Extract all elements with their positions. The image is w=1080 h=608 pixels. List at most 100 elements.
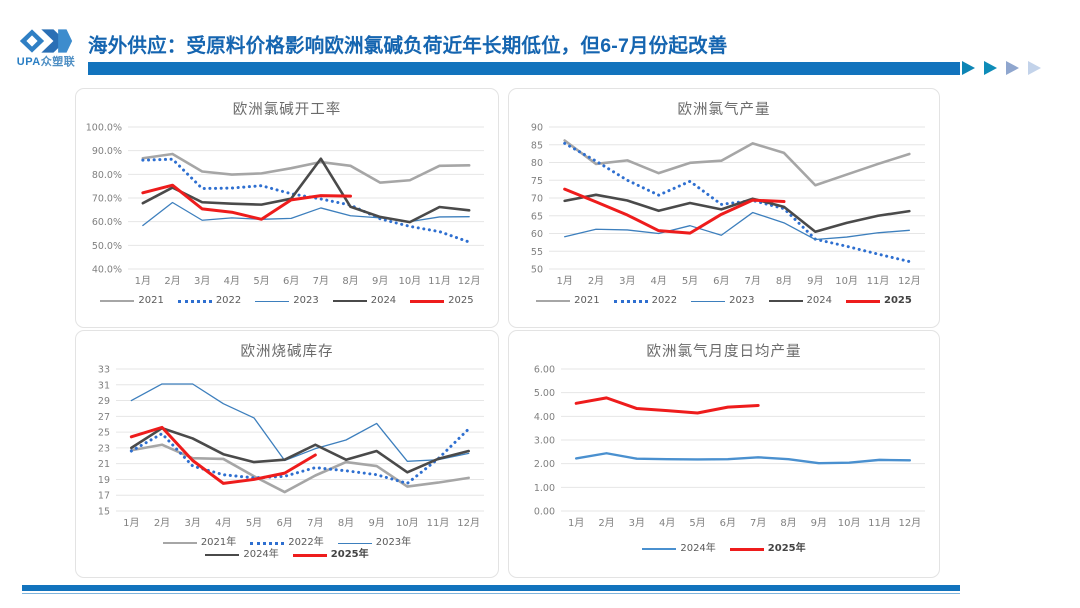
x-axis-tick-label: 7月 — [307, 517, 323, 529]
legend-label: 2021 — [574, 295, 600, 306]
y-axis-tick-label: 21 — [98, 459, 110, 470]
y-axis-tick-label: 17 — [98, 491, 110, 502]
legend-swatch-icon — [410, 299, 445, 303]
legend-item-2024[interactable]: 2024 — [332, 295, 397, 307]
y-axis-tick-label: 90.0% — [92, 146, 122, 157]
chevron-right-icon-2 — [984, 61, 997, 75]
legend-label: 2023年 — [375, 537, 412, 548]
series-line-2024 — [141, 157, 471, 224]
legend-item-2025[interactable]: 2025 — [410, 295, 474, 307]
y-axis-tick-label: 50.0% — [92, 241, 122, 252]
legend-label: 2022年 — [288, 537, 324, 548]
legend-item-2022[interactable]: 2022 — [613, 295, 678, 307]
x-axis-tick-label: 11月 — [867, 275, 890, 287]
legend-swatch-icon — [205, 554, 240, 556]
legend-swatch-icon — [292, 553, 327, 557]
x-axis-tick-label: 1月 — [135, 275, 151, 287]
legend-item-2021[interactable]: 2021 — [100, 295, 164, 307]
y-axis-tick-label: 100.0% — [86, 123, 122, 134]
page-title: 海外供应：受原料价格影响欧洲氯碱负荷近年长期低位，但6-7月份起改善 — [88, 35, 728, 57]
series-line-2022年 — [129, 427, 471, 485]
x-axis-tick-label: 2月 — [164, 275, 180, 287]
chart-card-chlorine-output[interactable]: 欧洲氯气产量 90 85 80 75 70 65 60 55 50 1月 2月 3月 4月 5月 6月 7月 8月… — [508, 88, 940, 328]
legend-label: 2025年 — [330, 549, 369, 560]
y-axis-tick-label: 70.0% — [92, 194, 122, 205]
logo: UPA众塑联 — [10, 26, 82, 74]
legend-label: 2023 — [293, 295, 319, 306]
legend-swatch-icon — [729, 547, 764, 551]
legend-swatch-icon — [691, 300, 726, 302]
logo-text-sub: 众塑联 — [40, 56, 76, 68]
legend-item-2023[interactable]: 2023 — [255, 295, 319, 307]
y-axis-tick-label: 1.00 — [534, 483, 555, 494]
chevron-right-icon-4 — [1028, 61, 1041, 75]
x-axis-tick-label: 7月 — [744, 275, 760, 287]
y-axis-tick-label: 50 — [531, 265, 543, 276]
legend-item-2024[interactable]: 2024 — [768, 295, 832, 307]
y-axis-tick-label: 75 — [531, 176, 543, 187]
legend-swatch-icon — [332, 300, 367, 302]
x-axis-tick-label: 6月 — [720, 517, 736, 529]
x-axis-tick-label: 12月 — [898, 275, 921, 287]
legend-swatch-icon — [162, 542, 197, 544]
chart-plot-area: 6.00 5.00 4.00 3.00 2.00 1.00 0.00 1月 2月 3月 4月 5月 6月… — [509, 361, 939, 537]
chart-card-daily-average-output[interactable]: 欧洲氯气月度日均产量 6.00 5.00 4.00 3.00 2.00 1.00 0.00 1月… — [508, 330, 940, 578]
y-axis-tick-label: 33 — [98, 365, 110, 376]
y-axis-tick-label: 25 — [98, 428, 110, 439]
chart-plot-area: 90 85 80 75 70 65 60 55 50 1月 2月 3月 4月 5月 6月 7月 8月 9月 10月 1… — [509, 119, 939, 295]
x-axis-tick-label: 5月 — [246, 517, 262, 529]
x-axis-tick-label: 11月 — [427, 517, 450, 529]
legend-swatch-icon — [177, 299, 212, 303]
legend-item-2024年[interactable]: 2024年 — [642, 543, 716, 555]
legend-label: 2024 — [370, 295, 397, 306]
legend-label: 2023 — [729, 295, 755, 306]
x-axis-tick-label: 12月 — [457, 517, 480, 529]
x-axis-tick-label: 7月 — [750, 517, 766, 529]
series-line-2021 — [563, 139, 911, 187]
x-axis-tick-label: 3月 — [184, 517, 200, 529]
legend-item-2021年[interactable]: 2021年 — [162, 537, 237, 549]
x-axis-tick-label: 9月 — [368, 517, 384, 529]
chart-title: 欧洲氯碱开工率 — [232, 102, 342, 118]
y-axis-tick-label: 29 — [98, 396, 110, 407]
x-axis-tick-label: 6月 — [283, 275, 299, 287]
legend-item-2025年[interactable]: 2025年 — [292, 549, 369, 561]
footer-accent-bar — [22, 585, 960, 591]
x-axis-tick-label: 5月 — [682, 275, 698, 287]
legend-label: 2021 — [138, 295, 164, 306]
chart-legend: 2021 2022 2023 2024 2025 — [509, 295, 939, 307]
x-axis-tick-label: 6月 — [276, 517, 292, 529]
y-axis-tick-label: 60.0% — [92, 217, 122, 228]
series-line-2024 — [563, 193, 911, 234]
legend-item-2023[interactable]: 2023 — [691, 295, 755, 307]
legend-label: 2021年 — [200, 537, 237, 548]
x-axis-tick-label: 8月 — [338, 517, 354, 529]
legend-label: 2022 — [651, 295, 678, 306]
legend-item-2023年[interactable]: 2023年 — [337, 537, 412, 549]
legend-swatch-icon — [100, 300, 135, 302]
x-axis-tick-label: 3月 — [194, 275, 210, 287]
chart-legend: 2021年 2022年 2023年 2024年 2025年 — [137, 537, 437, 561]
chart-card-caustic-inventory[interactable]: 欧洲烧碱库存 33 31 29 27 25 23 21 19 17 15 1月 2月 3月 4月 5月 6月 7月… — [75, 330, 499, 578]
x-axis-tick-label: 10月 — [835, 275, 858, 287]
legend-item-2022[interactable]: 2022 — [177, 295, 242, 307]
legend-label: 2025 — [883, 295, 912, 306]
x-axis-tick-label: 3月 — [619, 275, 635, 287]
legend-item-2025年[interactable]: 2025年 — [729, 543, 806, 555]
y-axis-tick-label: 90 — [531, 123, 543, 134]
legend-label: 2022 — [215, 295, 242, 306]
legend-label: 2024 — [806, 295, 832, 306]
chart-card-operating-rate[interactable]: 欧洲氯碱开工率 100.0% 90.0% 80.0% 70.0% 60.0% 50.0% 40… — [75, 88, 499, 328]
chart-title: 欧洲氯气产量 — [677, 102, 771, 118]
x-axis-tick-label: 2月 — [588, 275, 604, 287]
series-line-2022 — [563, 141, 911, 264]
y-axis-tick-label: 15 — [98, 507, 110, 518]
x-axis-tick-label: 1月 — [568, 517, 584, 529]
legend-item-2025[interactable]: 2025 — [845, 295, 912, 307]
y-axis-tick-label: 6.00 — [534, 365, 555, 376]
legend-item-2024年[interactable]: 2024年 — [205, 549, 279, 561]
legend-item-2022年[interactable]: 2022年 — [250, 537, 324, 549]
x-axis-tick-label: 12月 — [898, 517, 921, 529]
legend-item-2021[interactable]: 2021 — [536, 295, 600, 307]
y-axis-tick-label: 55 — [531, 247, 543, 258]
